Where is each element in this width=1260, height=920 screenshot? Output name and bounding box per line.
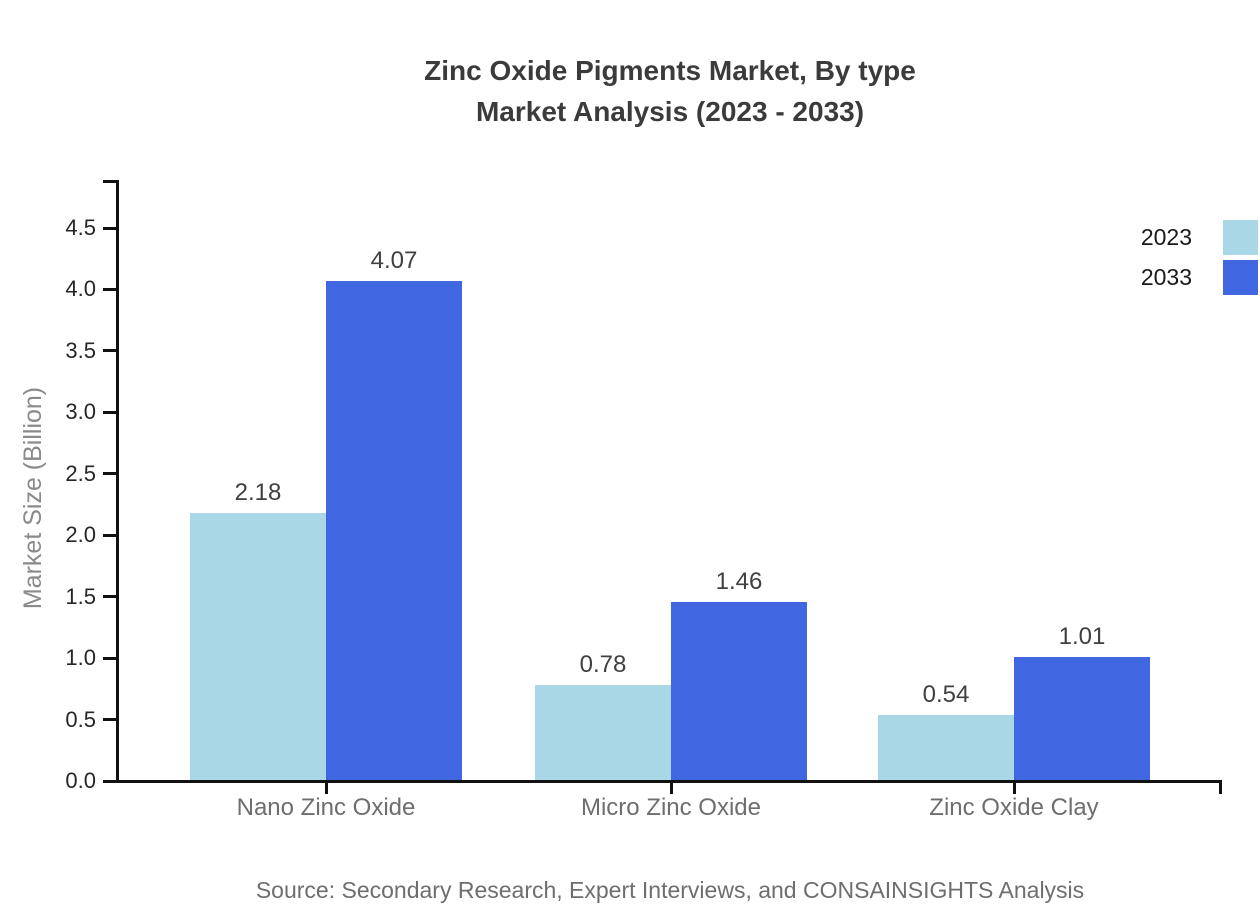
bar-2023-1: [535, 685, 671, 781]
chart-title-line1: Zinc Oxide Pigments Market, By type: [424, 55, 916, 86]
source-note: Source: Secondary Research, Expert Inter…: [255, 877, 1085, 903]
y-tick-mark: [103, 287, 118, 291]
y-tick-label: 2.0: [65, 522, 96, 548]
legend-swatch-icon: [1223, 220, 1258, 255]
legend-swatch-icon: [1223, 260, 1258, 295]
y-tick-mark: [103, 656, 118, 660]
y-axis-line: [116, 180, 119, 783]
x-tick-mark: [669, 781, 673, 794]
y-tick-label: 2.5: [65, 460, 96, 486]
legend-item-2033: 2033: [1141, 260, 1258, 295]
x-axis-right-cap: [1219, 781, 1222, 794]
legend-item-2023: 2023: [1141, 220, 1258, 255]
y-tick-label: 4.0: [65, 276, 96, 302]
y-tick-mark: [103, 410, 118, 414]
y-tick-mark: [103, 226, 118, 230]
bar-value-label: 0.78: [579, 651, 627, 679]
y-tick-label: 1.0: [65, 645, 96, 671]
y-tick-label: 4.5: [65, 215, 96, 240]
category-label: Nano Zinc Oxide: [236, 794, 416, 821]
legend-label: 2033: [1140, 264, 1192, 290]
y-tick-label: 0.0: [65, 768, 96, 793]
y-tick-mark: [103, 718, 118, 722]
y-tick-mark: [103, 472, 118, 476]
category-label: Micro Zinc Oxide: [580, 794, 762, 821]
y-tick-mark: [103, 533, 118, 537]
y-axis-top-cap: [103, 180, 119, 183]
bar-2023-2: [878, 714, 1014, 781]
y-tick-mark: [103, 779, 118, 783]
legend-label: 2023: [1140, 224, 1192, 250]
y-tick-mark: [103, 349, 118, 353]
x-tick-mark: [1012, 781, 1016, 794]
bar-2033-0: [326, 280, 462, 781]
legend: 2023 2033: [1141, 220, 1258, 300]
bar-2033-2: [1014, 656, 1150, 781]
y-tick-label: 3.0: [65, 399, 96, 425]
bar-value-label: 0.54: [922, 680, 970, 708]
y-tick-label: 0.5: [65, 706, 96, 732]
bar-2023-0: [190, 513, 326, 781]
y-tick-label: 1.5: [65, 583, 96, 609]
bar-value-label: 1.01: [1058, 622, 1106, 650]
bar-value-label: 4.07: [370, 246, 418, 274]
bar-value-label: 1.46: [715, 567, 763, 595]
y-tick-mark: [103, 595, 118, 599]
bar-value-label: 2.18: [234, 479, 282, 507]
x-tick-mark: [324, 781, 328, 794]
bar-2033-1: [671, 601, 807, 781]
chart-title-line2: Market Analysis (2023 - 2033): [475, 96, 865, 127]
category-label: Zinc Oxide Clay: [929, 794, 1099, 821]
y-tick-label: 3.5: [65, 337, 96, 363]
chart-title: Zinc Oxide Pigments Market, By type Mark…: [118, 50, 1222, 132]
